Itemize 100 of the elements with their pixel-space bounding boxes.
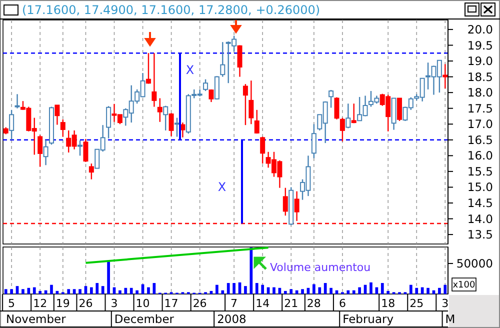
candlestick — [9, 109, 14, 140]
bar — [380, 283, 384, 294]
x-tick-label: 28 — [306, 296, 321, 310]
y-tick-label: 19.5 — [467, 38, 493, 52]
x-tick-label: 26 — [192, 296, 207, 310]
bar — [27, 288, 30, 294]
bar — [444, 284, 447, 294]
candlestick — [208, 88, 214, 103]
bar — [50, 284, 53, 294]
candlestick — [163, 105, 168, 132]
bar — [409, 284, 412, 294]
y-tick-label: 15.0 — [467, 180, 493, 194]
y-tick-label: 13.5 — [467, 228, 493, 242]
x-tick-label: 3 — [442, 296, 449, 310]
text: 2008 — [217, 312, 246, 326]
bar — [221, 290, 224, 294]
bar — [4, 289, 8, 294]
x-tick-label: 12 — [33, 296, 48, 310]
chart-title: (17.1600, 17.4900, 17.1600, 17.2800, +0.26000) — [22, 3, 320, 18]
candlestick — [174, 117, 180, 138]
candlestick — [60, 118, 66, 138]
x-tick-label: 19 — [56, 296, 70, 310]
candlestick — [203, 78, 208, 92]
candlestick — [83, 138, 88, 163]
candlestick — [14, 94, 20, 109]
y-tick-label: 18.0 — [467, 86, 493, 100]
candlestick — [157, 98, 162, 123]
annotation: X — [218, 180, 226, 194]
y-tick-label: 17.0 — [467, 117, 493, 132]
bar — [370, 282, 372, 294]
y-tick-label: 14.0 — [467, 212, 493, 226]
bar — [415, 288, 418, 294]
bar — [141, 284, 144, 294]
text: February — [342, 312, 394, 326]
annotation: Volume aumentou — [270, 260, 371, 274]
x-tick-label: 10 — [136, 296, 150, 310]
candlestick — [43, 139, 48, 166]
candlestick — [294, 190, 300, 222]
bar — [438, 288, 441, 294]
text: December — [114, 312, 174, 326]
bar — [330, 288, 332, 294]
candlestick — [260, 136, 266, 164]
bar — [124, 288, 128, 294]
bar — [420, 287, 424, 294]
candlestick — [152, 52, 157, 108]
y-tick-label: 20.0 — [467, 22, 493, 36]
bar — [101, 286, 104, 294]
x-tick-label: 7 — [230, 296, 238, 310]
x-tick-label: 14 — [256, 296, 270, 310]
bar — [216, 284, 218, 294]
candlestick — [311, 124, 316, 159]
bar — [10, 289, 13, 294]
candlestick — [38, 134, 43, 168]
y-tick-label: 50000 — [456, 256, 493, 271]
x-tick-label: 26 — [78, 296, 93, 310]
bar — [90, 287, 93, 294]
bar — [226, 283, 230, 294]
y-tick-label: 19.0 — [467, 54, 493, 68]
bar — [261, 284, 264, 294]
y-tick-label: 16.5 — [467, 132, 493, 147]
candlestick — [237, 44, 242, 78]
bar — [250, 248, 253, 294]
candlestick — [254, 109, 260, 134]
bar — [38, 290, 42, 294]
bar — [255, 283, 258, 294]
candlestick — [442, 64, 448, 90]
x-tick-label: 5 — [8, 296, 16, 310]
bar — [290, 289, 293, 294]
bar — [386, 290, 390, 294]
x-tick-label: 3 — [110, 296, 118, 310]
bar — [136, 290, 138, 294]
bar — [358, 287, 361, 294]
bar — [318, 287, 322, 294]
text: M — [445, 312, 456, 326]
bar — [32, 287, 36, 294]
candlestick — [282, 187, 288, 216]
bar — [244, 286, 247, 294]
bar — [96, 283, 99, 294]
bar — [130, 288, 133, 294]
y-tick-label: 18.5 — [467, 70, 493, 84]
candlestick — [248, 80, 254, 125]
candlestick — [328, 89, 334, 108]
y-axis-title: x100 — [452, 280, 476, 291]
candlestick — [54, 104, 60, 126]
bar — [147, 287, 150, 294]
bar — [301, 289, 304, 294]
candlestick — [346, 103, 351, 129]
x-tick-label: 17 — [164, 296, 178, 310]
annotation: X — [186, 63, 194, 78]
x-tick-label: 25 — [410, 296, 424, 310]
y-tick-label: 16.0 — [467, 148, 493, 163]
candlestick — [220, 41, 226, 78]
bar — [284, 290, 287, 294]
x-tick-label: 6 — [338, 296, 346, 310]
candlestick — [78, 140, 83, 156]
bar — [232, 283, 236, 294]
bar — [312, 284, 316, 294]
bar — [78, 289, 82, 294]
candlestick — [351, 103, 356, 124]
candlestick — [168, 112, 174, 137]
